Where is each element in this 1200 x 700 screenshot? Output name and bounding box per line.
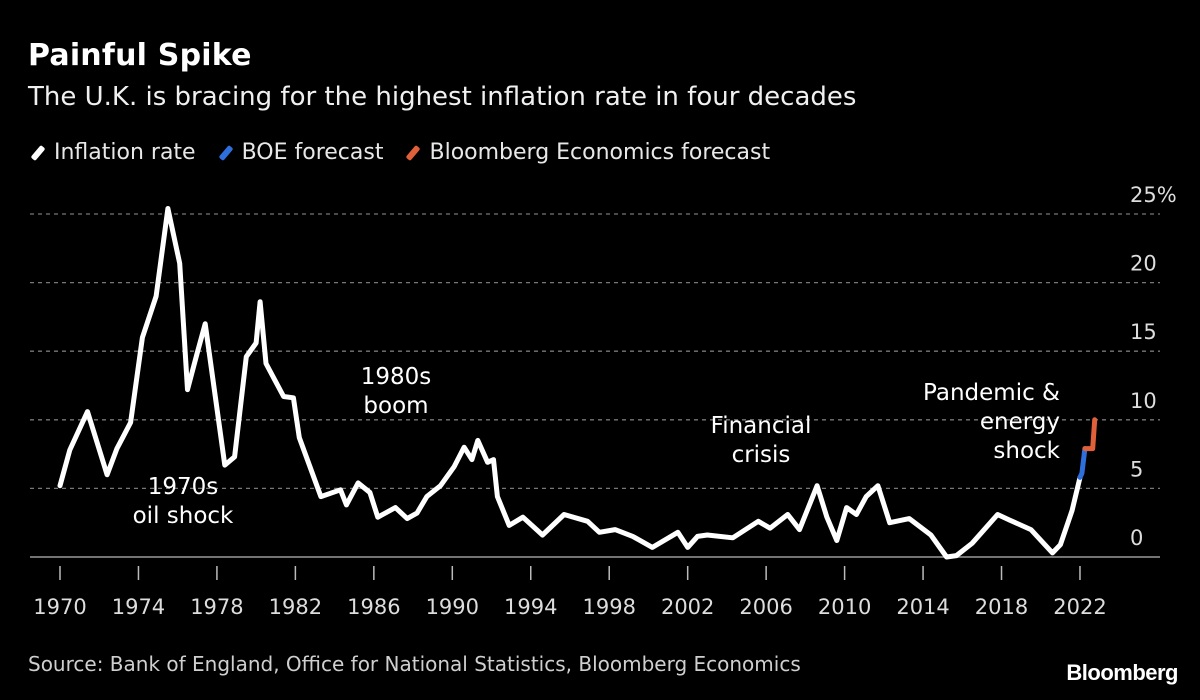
y-tick-label: 10 [1130, 389, 1157, 413]
annotation-line: 1980s [361, 364, 432, 390]
chart-title: Painful Spike [28, 38, 252, 73]
x-tick-label: 2018 [975, 595, 1028, 619]
source-note: Source: Bank of England, Office for Nati… [28, 652, 801, 676]
legend-label: Bloomberg Economics forecast [429, 140, 771, 165]
x-tick-label: 2002 [661, 595, 714, 619]
x-tick-label: 2022 [1053, 595, 1106, 619]
legend-label: Inflation rate [54, 140, 196, 165]
legend-item-bloomberg: Bloomberg Economics forecast [405, 140, 770, 165]
x-tick-label: 1970 [33, 595, 86, 619]
x-tick-label: 1994 [504, 595, 557, 619]
annotation-line: oil shock [133, 503, 234, 529]
x-tick-label: 1982 [269, 595, 322, 619]
annotation-line: 1970s [148, 474, 219, 500]
series-boe-forecast [1077, 446, 1088, 480]
annotation: Pandemic & energy shock [923, 380, 1061, 464]
x-tick-label: 2010 [818, 595, 871, 619]
x-tick-label: 2006 [739, 595, 792, 619]
annotation: Financial crisis [711, 413, 812, 468]
x-tick-label: 1978 [190, 595, 243, 619]
legend: Inflation rate BOE forecast Bloomberg Ec… [30, 140, 770, 165]
y-tick-label: 5 [1130, 457, 1143, 481]
annotation-line: Financial [711, 413, 812, 439]
chart-subtitle: The U.K. is bracing for the highest infl… [28, 82, 857, 112]
x-tick-label: 1998 [582, 595, 635, 619]
annotation: 1970s oil shock [133, 474, 234, 529]
y-tick-label: 20 [1130, 252, 1157, 276]
x-tick-label: 1974 [112, 595, 165, 619]
y-tick-label: 0 [1130, 526, 1143, 550]
legend-item-inflation: Inflation rate [30, 140, 196, 165]
y-tick-label: 25% [1130, 183, 1177, 207]
x-tick-label: 1986 [347, 595, 400, 619]
annotation-line: boom [363, 393, 428, 419]
x-tick-label: 1990 [426, 595, 479, 619]
x-tick-label: 2014 [896, 595, 949, 619]
annotation-line: shock [993, 438, 1060, 464]
annotation-line: Pandemic & [923, 380, 1060, 406]
series-bloomberg-forecast [1082, 417, 1098, 452]
y-tick-label: 15 [1130, 320, 1157, 344]
legend-item-boe: BOE forecast [218, 140, 384, 165]
bloomberg-logo: Bloomberg [1066, 660, 1178, 685]
legend-label: BOE forecast [241, 140, 384, 165]
annotation-line: crisis [732, 442, 791, 468]
series-inflation-rate [57, 206, 1083, 560]
annotation-line: energy [980, 409, 1060, 435]
annotation: 1980s boom [361, 364, 432, 419]
